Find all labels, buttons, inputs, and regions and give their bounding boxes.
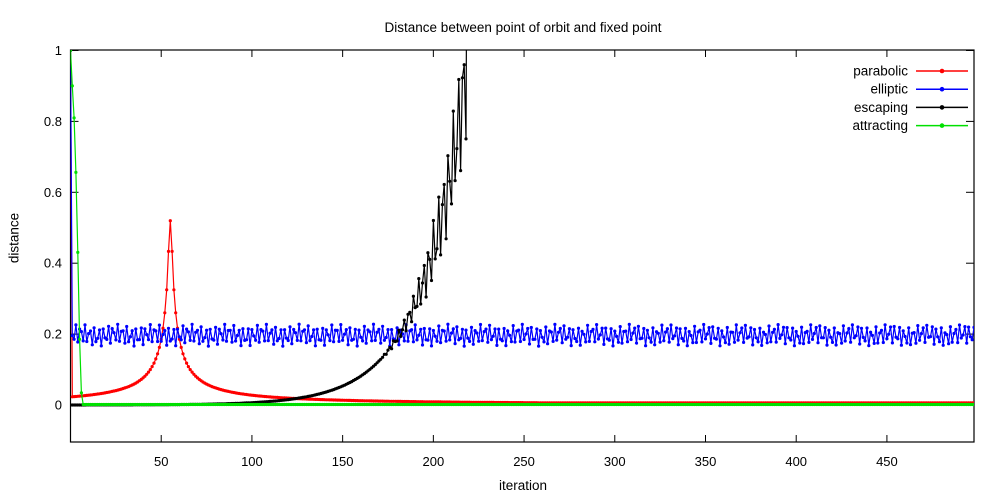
series-line-escaping xyxy=(70,50,467,406)
legend-label-escaping: escaping xyxy=(854,100,908,115)
y-tick-label: 0.8 xyxy=(44,114,62,129)
y-tick-label: 0 xyxy=(55,398,62,413)
series-points-parabolic xyxy=(70,50,974,405)
legend-label-elliptic: elliptic xyxy=(870,82,908,97)
x-tick-label: 50 xyxy=(154,454,168,469)
series-line-elliptic xyxy=(70,50,974,347)
series-line-parabolic xyxy=(70,50,974,404)
legend-entry-elliptic: elliptic xyxy=(870,82,968,97)
series-points-attracting xyxy=(70,50,974,407)
series-elliptic xyxy=(70,50,974,348)
x-tick-label: 400 xyxy=(785,454,807,469)
legend-point-sample-elliptic xyxy=(939,86,945,92)
legend-point-sample-attracting xyxy=(939,123,945,128)
x-tick-label: 450 xyxy=(876,454,898,469)
x-axis-ticks: 50 100 150 200 250 300 350 400 450 xyxy=(154,50,898,469)
legend-label-attracting: attracting xyxy=(852,118,908,133)
x-tick-label: 150 xyxy=(332,454,354,469)
y-tick-label: 0.4 xyxy=(44,256,62,271)
y-tick-label: 1 xyxy=(55,43,62,58)
y-tick-label: 0.2 xyxy=(44,327,62,342)
x-axis-label: iteration xyxy=(498,478,548,493)
y-axis-ticks: 0 0.2 0.4 0.6 0.8 1 xyxy=(44,43,974,413)
legend-point-sample-parabolic xyxy=(939,68,945,74)
legend-point-sample-escaping xyxy=(939,105,945,110)
series-escaping xyxy=(70,50,468,407)
series-line-attracting xyxy=(70,50,974,406)
x-tick-label: 350 xyxy=(695,454,717,469)
series-points-elliptic xyxy=(70,50,974,348)
legend: parabolic elliptic escaping attracting xyxy=(852,64,968,133)
plot-border xyxy=(69,49,975,443)
series-points-escaping xyxy=(70,63,468,407)
series-attracting xyxy=(70,50,974,407)
x-tick-label: 250 xyxy=(513,454,535,469)
legend-entry-attracting: attracting xyxy=(852,118,968,133)
legend-label-parabolic: parabolic xyxy=(853,64,908,79)
x-tick-label: 300 xyxy=(604,454,626,469)
legend-entry-parabolic: parabolic xyxy=(853,64,968,79)
x-tick-label: 200 xyxy=(422,454,444,469)
y-tick-label: 0.6 xyxy=(44,185,62,200)
x-tick-label: 100 xyxy=(241,454,263,469)
chart-title: Distance between point of orbit and fixe… xyxy=(384,20,662,35)
series-parabolic xyxy=(70,50,974,405)
legend-entry-escaping: escaping xyxy=(854,100,968,115)
